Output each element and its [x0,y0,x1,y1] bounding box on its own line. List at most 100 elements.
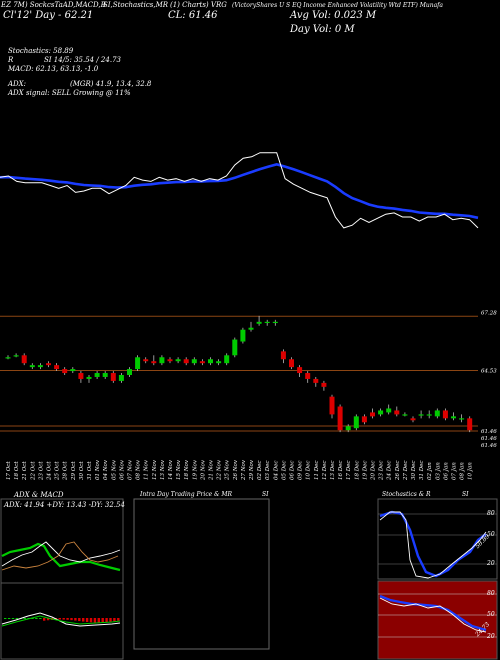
x-tick-label: 13 Nov [160,459,166,480]
macd-hist-bar [43,618,46,621]
macd-hist-bar [7,618,11,619]
si-frame [377,580,498,660]
candle-body [70,369,76,372]
x-tick-label: 31 Dec [419,461,425,481]
x-tick-label: 27 Dec [403,461,409,482]
candle-body [434,410,440,417]
candle-body [459,418,465,420]
si-tick-80: 80 [487,590,495,597]
macd-hist-bar [31,618,34,619]
x-tick-label: 25 Nov [225,459,231,481]
x-tick-label: 11 Nov [144,459,150,480]
x-tick-label: 21 Nov [209,459,215,481]
x-tick-label: 28 Oct [63,461,69,481]
x-tick-label: 12 Nov [152,459,158,480]
intraday-panel [133,498,270,650]
x-tick-label: 05 Dec [281,461,287,481]
macd-hist-bar [78,618,81,622]
signal-label: ADX [8,89,24,97]
x-tick-label: 16 Dec [338,461,344,481]
candle-body [199,361,205,364]
x-tick-label: 17 Oct [6,461,12,480]
macd-hist-bar [93,618,97,623]
x-tick-label: 30 Dec [411,461,417,481]
ema-line [0,163,479,220]
candle-body [386,408,392,413]
candle-body [183,359,189,364]
x-tick-label: 29 Oct [71,461,77,481]
candle-body [264,321,270,324]
candle-body [13,355,19,357]
header-line-1b: SI,Stochastics,MR [103,1,169,9]
candle-body [159,357,165,364]
macd-hist-bar [82,618,85,622]
x-tick-label: 03 Jan [435,462,441,480]
si-readout: SI 14/5: 35.54 / 24.73 [44,56,121,64]
price-line [0,152,479,229]
stoch-panel-title-2: SI [462,491,469,498]
price-label: 61.46 [481,443,497,449]
x-tick-label: 10 Dec [306,461,312,481]
candle-body [353,416,359,429]
stoch-d-line [379,510,487,578]
x-tick-label: 15 Nov [176,459,182,480]
x-tick-label: 14 Nov [168,459,174,480]
candle-body [442,410,448,419]
macd-hist-bar [58,618,61,620]
si-k-line [379,597,487,633]
x-tick-label: 20 Nov [200,459,206,481]
candle-body [451,416,456,419]
x-tick-label: 31 Oct [87,461,93,480]
candle-body [402,414,408,416]
macd-hist-bar [89,618,93,623]
stoch-k-line [379,511,487,579]
si-tick-20: 20 [487,633,495,640]
macd-hist-bar [35,618,38,619]
x-tick-label: 21 Oct [22,461,28,481]
x-tick-label: 02 Jan [427,462,433,480]
price-label: 67.28 [481,310,497,316]
macd-hist-bar [117,618,120,621]
macd-hist-bar [97,618,100,623]
header-prev-close: Cl'12' Day - 62.21 [3,10,94,21]
candle-body [410,418,416,421]
candle-body [248,327,254,330]
price-label: 61.46 [481,436,497,442]
candle-body [370,412,375,417]
x-tick-label: 29 Nov [249,459,255,481]
adx-panel-title: ADX & MACD [14,491,64,499]
macd-hist-bar [46,618,50,621]
candle-body [143,359,149,362]
avg-vol: Avg Vol: 0.023 M [290,10,377,21]
stoch-tick-50: 50 [487,531,495,538]
price-label: 61.46 [481,429,497,435]
macd-hist-bar [39,618,42,619]
stoch-tick-80: 80 [487,510,495,517]
header-line-1a: EZ 7M) SockcsTaAD,MACD,B [1,1,106,9]
candle-body [167,359,173,362]
candle-body [272,321,278,324]
adx-line [1,541,121,567]
candle-body [256,321,262,324]
stoch-panel-title: Stochastics & R [382,491,431,498]
macd-hist-bar [23,618,26,619]
x-axis-ticks: 17 Oct 18 Oct 21 Oct 22 Oct 23 Oct 24 Oct 25 O… [6,459,474,481]
macd-readout: MACD: 62.13, 63.13, -1.0 [8,65,99,73]
candle-body [94,373,100,377]
x-tick-label: 25 Oct [55,461,61,481]
candle-body [240,329,246,342]
candle-body [102,373,108,377]
adx-macd-panel [0,498,124,660]
candle-body [345,426,351,431]
x-tick-label: 05 Nov [111,459,117,480]
candlestick-series [5,315,473,433]
candle-body [426,414,432,416]
adx-plus-line [1,542,121,572]
overview-lines [0,152,479,229]
adx-label: ADX: [8,80,27,88]
candle-body [151,361,157,364]
candle-body [289,359,294,368]
x-tick-label: 18 Nov [184,459,190,480]
